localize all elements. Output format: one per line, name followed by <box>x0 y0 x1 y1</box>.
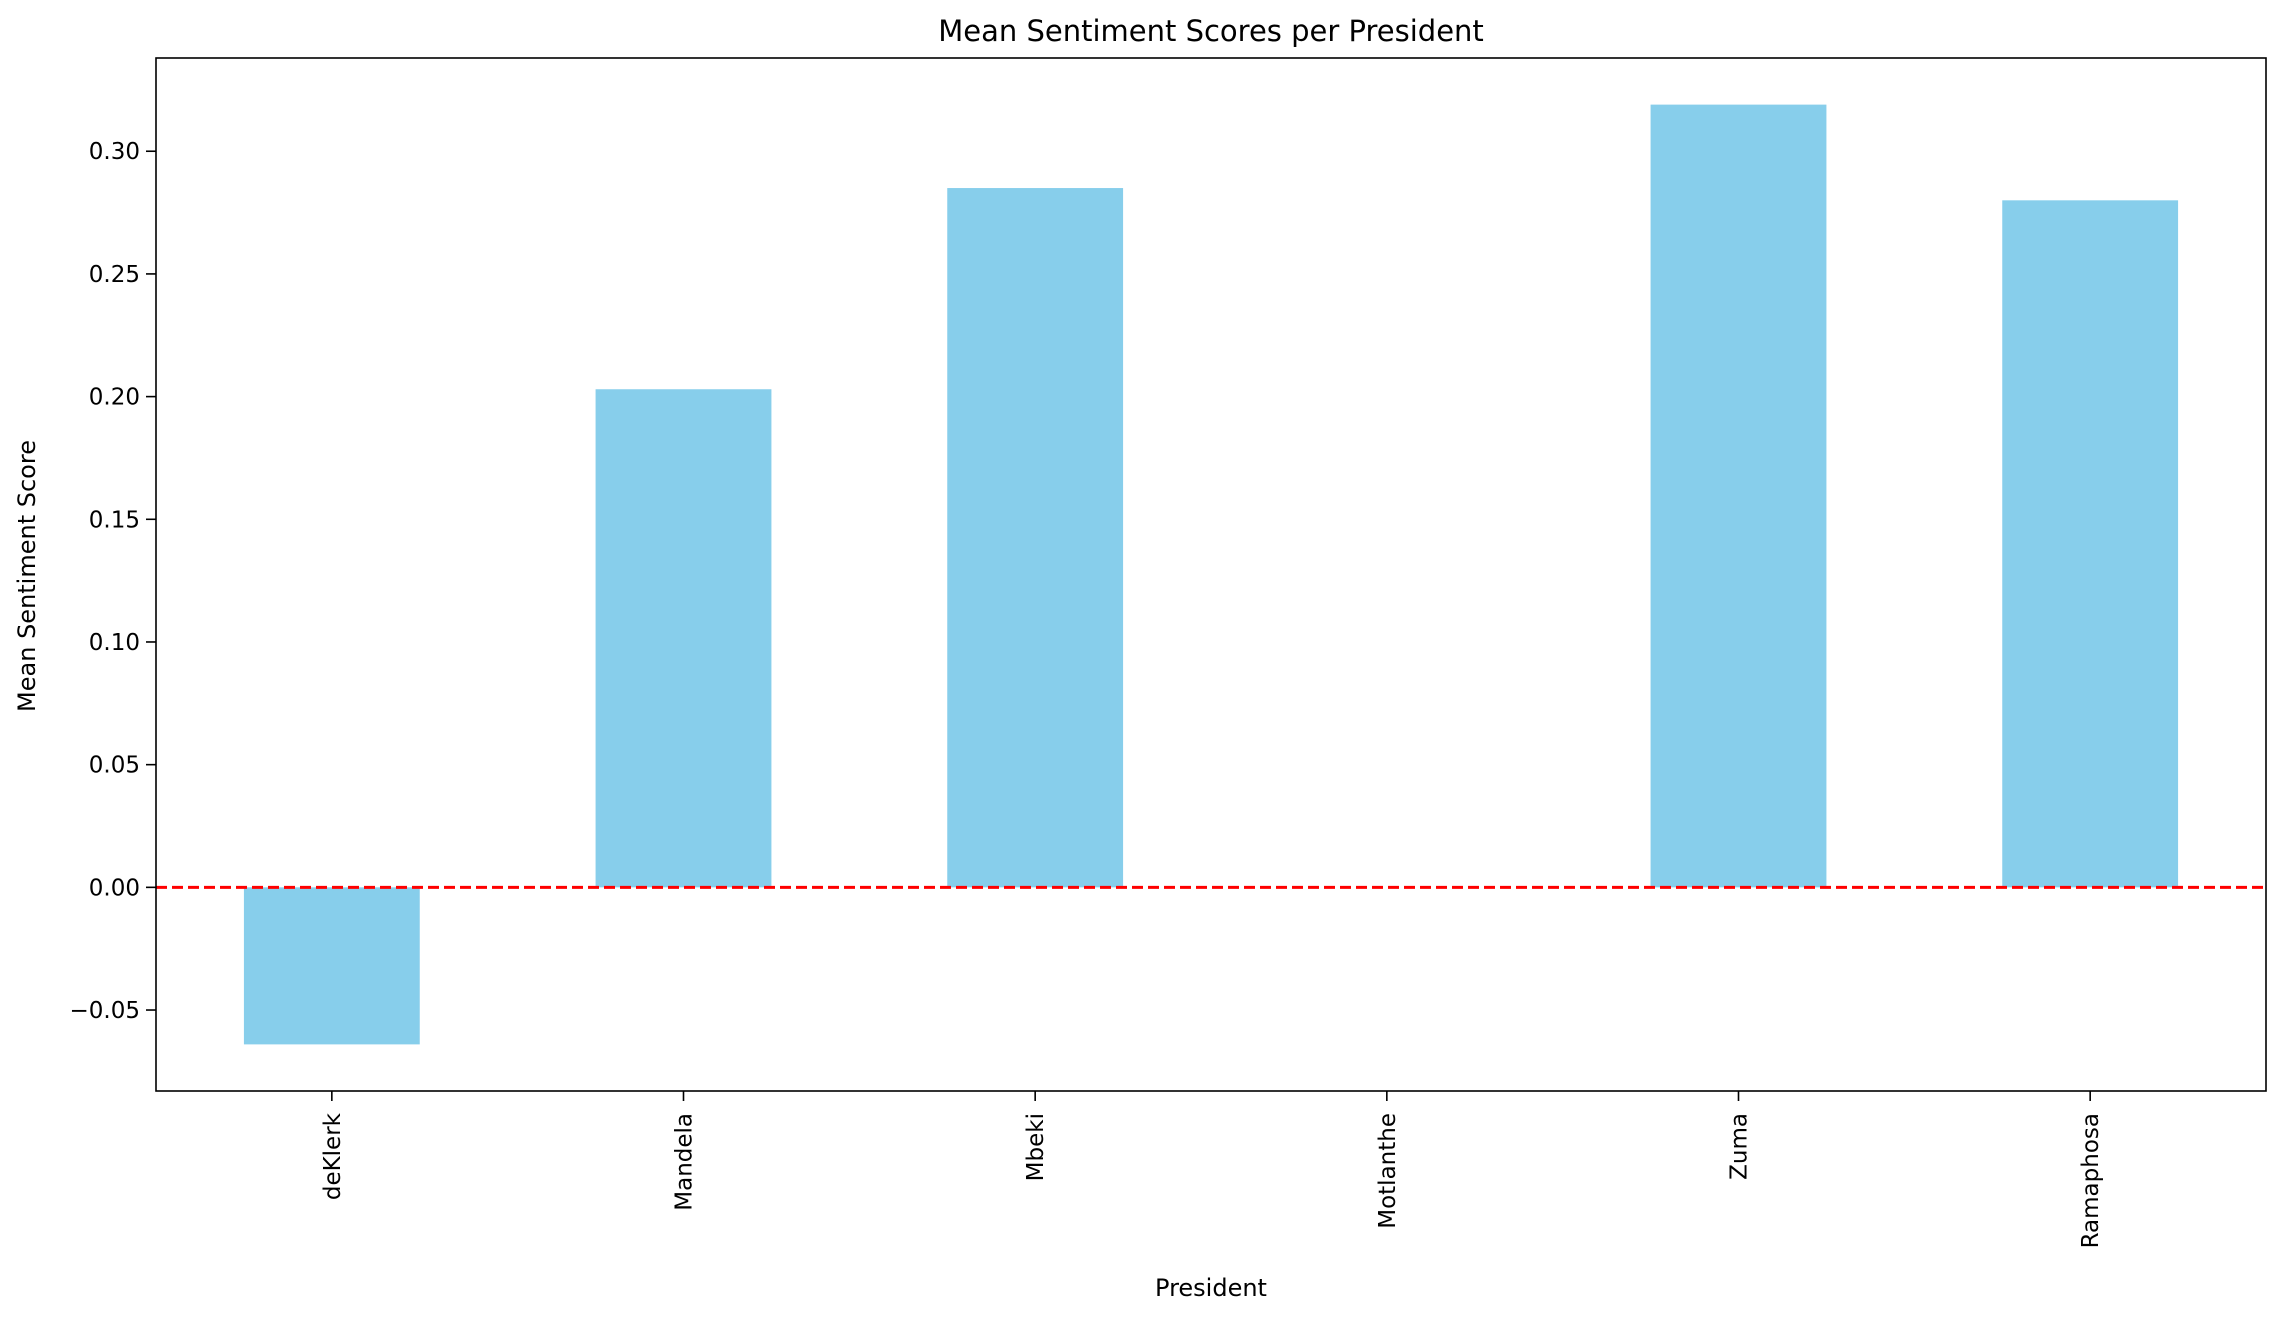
x-ticks: deKlerk Mandela Mbeki Motlanthe Zuma Ramaphos… <box>320 1091 2104 1248</box>
bar-Mandela <box>595 389 772 888</box>
y-tick-label: 0.25 <box>89 262 140 288</box>
y-ticks: −0.05 0.00 0.05 0.10 0.15 0.20 0.25 0.30 <box>70 139 156 1024</box>
y-tick-label: 0.15 <box>89 507 140 533</box>
bars-layer <box>243 104 2179 1045</box>
y-axis-title: Mean Sentiment Score <box>13 440 41 712</box>
x-tick-label: Mandela <box>672 1113 698 1211</box>
x-tick-label: deKlerk <box>320 1112 346 1200</box>
y-tick-label: 0.05 <box>89 753 140 779</box>
y-tick-label: 0.30 <box>89 139 140 165</box>
bar-Mbeki <box>947 188 1124 888</box>
y-tick-label: 0.20 <box>89 385 140 411</box>
bar-deKlerk <box>243 887 420 1045</box>
x-tick-label: Motlanthe <box>1375 1113 1401 1229</box>
x-tick-label: Ramaphosa <box>2078 1113 2104 1248</box>
x-axis-title: President <box>1155 1274 1267 1302</box>
y-tick-label: 0.10 <box>89 630 140 656</box>
bar-Zuma <box>1650 104 1827 888</box>
x-tick-label: Mbeki <box>1023 1113 1049 1181</box>
bar-Ramaphosa <box>2002 200 2179 888</box>
x-tick-label: Zuma <box>1727 1113 1753 1180</box>
y-tick-label: −0.05 <box>70 998 140 1024</box>
chart-title: Mean Sentiment Scores per President <box>938 14 1484 48</box>
axes-frame <box>155 57 2267 1092</box>
y-tick-label: 0.00 <box>89 875 140 901</box>
